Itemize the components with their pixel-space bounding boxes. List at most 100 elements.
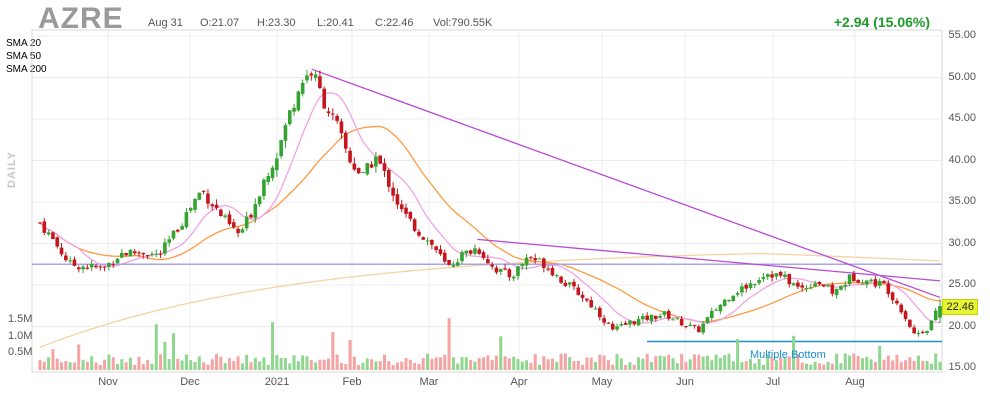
volume-bar (843, 353, 847, 370)
candle-body (675, 317, 680, 319)
candle-body (722, 299, 727, 307)
volume-bar (107, 354, 111, 370)
candle-body (171, 230, 176, 239)
candle-body (817, 282, 822, 285)
volume-bar (684, 361, 688, 370)
candle-body (920, 331, 925, 333)
y-tick-label: 50.00 (948, 70, 976, 83)
candle-body (120, 253, 124, 258)
candle-body (365, 163, 370, 175)
candle-body (916, 333, 921, 335)
volume-bar (675, 363, 679, 370)
candle-body (537, 258, 542, 260)
candle-body (524, 257, 529, 266)
volume-bar (171, 333, 175, 370)
candle-body (197, 192, 202, 200)
sma200-line (39, 252, 941, 348)
volume-bar (55, 358, 59, 370)
volume-bar (240, 363, 244, 370)
volume-bar (925, 360, 929, 370)
volume-bar (529, 362, 533, 370)
candle-body (292, 107, 296, 112)
volume-bar (339, 363, 343, 370)
volume-tick-label: 0.5M (8, 346, 33, 359)
candle-body (124, 253, 128, 256)
candle-body (322, 88, 327, 109)
candle-body (158, 253, 163, 255)
x-tick-label: Nov (98, 376, 118, 388)
candle-body (623, 322, 628, 325)
candle-body (567, 282, 572, 285)
volume-bar (64, 360, 68, 370)
volume-bar (637, 357, 641, 370)
volume-bar (749, 359, 753, 370)
candle-body (167, 239, 171, 243)
candle-body (778, 271, 783, 276)
candle-body (572, 281, 576, 287)
volume-bar (938, 361, 942, 370)
candle-body (262, 179, 266, 197)
candle-body (873, 279, 878, 287)
candle-body (335, 116, 339, 121)
candle-body (253, 204, 258, 219)
candle-body (210, 204, 215, 207)
candle-body (374, 156, 378, 167)
volume-bar (42, 361, 46, 370)
plot-border (31, 29, 943, 373)
ohlc-open: O:21.07 (200, 17, 240, 29)
candle-body (697, 326, 701, 332)
candle-body (309, 73, 314, 76)
y-tick-label: 25.00 (948, 278, 976, 290)
candle-body (503, 268, 507, 270)
ohlc-close: C:22.46 (375, 17, 414, 29)
volume-bar (271, 322, 275, 370)
candle-body (511, 276, 516, 279)
volume-bar (451, 357, 455, 370)
volume-bar (895, 354, 899, 370)
volume-bar (934, 353, 938, 370)
legend-sma200: SMA 200 (6, 64, 47, 75)
candle-body (550, 267, 555, 276)
volume-bar (395, 362, 399, 370)
volume-bar (232, 361, 236, 370)
volume-bar (727, 353, 731, 370)
legend-sma50: SMA 50 (6, 51, 42, 62)
candle-body (240, 229, 245, 233)
volume-bar (210, 359, 214, 370)
candle-body (748, 283, 753, 288)
candle-body (847, 274, 852, 285)
volume-bar (809, 364, 813, 370)
candle-body (933, 310, 938, 321)
candle-body (834, 288, 839, 296)
volume-bar (421, 358, 425, 370)
candle-body (184, 212, 189, 228)
volume-bar (374, 361, 378, 370)
candle-body (529, 257, 533, 259)
volume-bar (469, 359, 473, 370)
candle-body (188, 208, 193, 211)
volume-bar (507, 358, 511, 370)
candle-body (249, 214, 253, 218)
candle-body (929, 320, 934, 331)
volume-bar (387, 361, 391, 370)
candle-body (150, 253, 154, 255)
candle-body (266, 176, 271, 183)
candle-body (115, 258, 120, 264)
volume-bar (352, 356, 356, 370)
volume-bar (223, 363, 227, 370)
candle-body (839, 285, 843, 290)
y-tick-label: 20.00 (948, 319, 976, 332)
volume-bar (822, 364, 826, 370)
candle-body (331, 113, 335, 115)
candle-body (442, 252, 447, 262)
volume-bar (826, 362, 830, 370)
candle-body (774, 273, 779, 277)
candle-body (460, 252, 464, 262)
volume-bar (761, 364, 765, 370)
volume-bar (611, 364, 615, 370)
volume-bar (404, 358, 408, 370)
candle-body (770, 274, 774, 278)
x-tick-label: Feb (342, 376, 362, 388)
